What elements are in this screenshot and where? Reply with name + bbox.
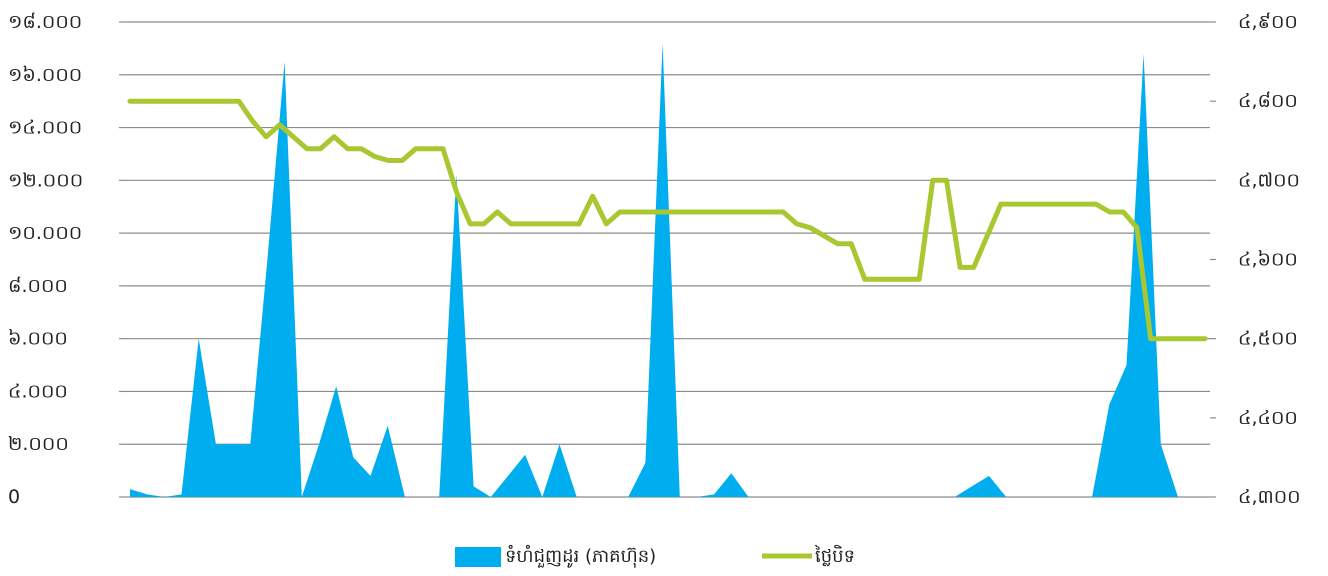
left-tick-label: ១៨.០០០ bbox=[8, 11, 82, 33]
right-tick-label: ៤,៤០០ bbox=[1238, 407, 1298, 429]
price-line bbox=[127, 98, 1208, 342]
left-tick-label: ២.០០០ bbox=[8, 433, 69, 455]
legend-label-price: ថ្លៃបិទ bbox=[814, 544, 855, 567]
left-tick-label: 0 bbox=[8, 486, 20, 508]
left-tick-label: ៨.០០០ bbox=[8, 275, 68, 297]
left-axis-ticks: 0 ២.០០០ ៤.០០០ ៦.០០០ ៨.០០០ ១០.០០០ ១២.០០០ ១៤.០០០ ១… bbox=[8, 11, 83, 508]
right-tick-label: ៤,៦០០ bbox=[1238, 249, 1298, 271]
left-tick-label: ៦.០០០ bbox=[8, 328, 68, 350]
legend: ទំហំជួញដូរ (ភាគហ៊ុន) ថ្លៃបិទ bbox=[455, 544, 855, 568]
left-tick-label: ១០.០០០ bbox=[8, 222, 82, 244]
volume-area-layer bbox=[130, 43, 1178, 497]
right-tick-label: ៤,៧០០ bbox=[1238, 169, 1300, 191]
right-tick-label: ៤,៨០០ bbox=[1238, 90, 1298, 112]
left-tick-label: ១៤.០០០ bbox=[8, 117, 82, 139]
right-tick-label: ៤,៥០០ bbox=[1238, 328, 1298, 350]
left-tick-label: ១៦.០០០ bbox=[8, 64, 82, 86]
left-tick-label: ៤.០០០ bbox=[8, 380, 68, 402]
right-tick-label: ៤,៣០០ bbox=[1238, 486, 1301, 508]
right-tick-label: ៤,៩០០ bbox=[1238, 11, 1298, 33]
price-line-layer bbox=[127, 98, 1208, 342]
legend-swatch-volume bbox=[455, 547, 501, 567]
right-axis-ticks: ៤,៣០០ ៤,៤០០ ៤,៥០០ ៤,៦០០ ៤,៧០០ ៤,៨០០ ៤,៩០០ bbox=[1238, 11, 1301, 508]
legend-label-volume: ទំហំជួញដូរ (ភាគហ៊ុន) bbox=[505, 544, 656, 568]
left-tick-label: ១២.០០០ bbox=[8, 169, 83, 191]
volume-area bbox=[130, 43, 1178, 497]
